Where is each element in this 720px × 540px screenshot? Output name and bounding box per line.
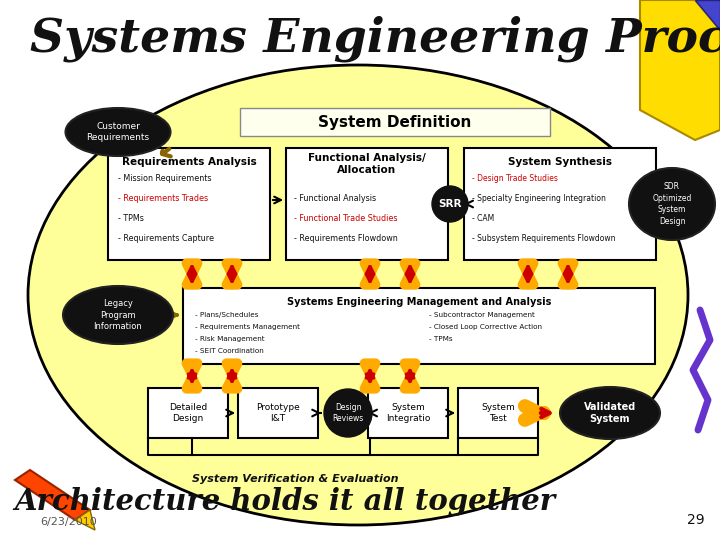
FancyBboxPatch shape (464, 148, 656, 260)
Text: Requirements Analysis: Requirements Analysis (122, 157, 256, 167)
Text: - CAM: - CAM (472, 214, 494, 223)
Text: 29: 29 (688, 513, 705, 527)
FancyBboxPatch shape (148, 388, 228, 438)
FancyBboxPatch shape (240, 108, 550, 136)
Polygon shape (640, 0, 720, 140)
Text: - Requirements Trades: - Requirements Trades (118, 194, 208, 203)
Text: - SEIT Coordination: - SEIT Coordination (195, 348, 264, 354)
Polygon shape (15, 470, 90, 520)
FancyBboxPatch shape (108, 148, 270, 260)
Text: - Subsystem Requirements Flowdown: - Subsystem Requirements Flowdown (472, 234, 616, 243)
Text: - Specialty Engineering Integration: - Specialty Engineering Integration (472, 194, 606, 203)
Text: System Verification & Evaluation: System Verification & Evaluation (192, 474, 398, 484)
Text: - Subcontractor Management: - Subcontractor Management (429, 312, 535, 318)
Text: System Synthesis: System Synthesis (508, 157, 612, 167)
FancyBboxPatch shape (238, 388, 318, 438)
Ellipse shape (560, 387, 660, 439)
FancyBboxPatch shape (183, 288, 655, 364)
Circle shape (324, 389, 372, 437)
Text: Systems Engineering Process: Systems Engineering Process (30, 15, 720, 62)
Text: - Functional Trade Studies: - Functional Trade Studies (294, 214, 397, 223)
Text: System
Integratio: System Integratio (386, 403, 430, 423)
Text: - Closed Loop Corrective Action: - Closed Loop Corrective Action (429, 324, 542, 330)
Text: - Requirements Flowdown: - Requirements Flowdown (294, 234, 397, 243)
FancyBboxPatch shape (368, 388, 448, 438)
Text: Prototype
I&T: Prototype I&T (256, 403, 300, 423)
Ellipse shape (63, 286, 173, 344)
Text: Systems Engineering Management and Analysis: Systems Engineering Management and Analy… (287, 297, 552, 307)
Ellipse shape (28, 65, 688, 525)
Text: Customer
Requirements: Customer Requirements (86, 122, 150, 141)
Polygon shape (695, 0, 720, 30)
Text: - TPMs: - TPMs (118, 214, 144, 223)
Text: SDR
Optimized
System
Design: SDR Optimized System Design (652, 182, 692, 226)
Text: Validated
System: Validated System (584, 402, 636, 424)
Text: - Design Trade Studies: - Design Trade Studies (472, 174, 558, 183)
FancyBboxPatch shape (458, 388, 538, 438)
Circle shape (432, 186, 468, 222)
Text: - Requirements Management: - Requirements Management (195, 324, 300, 330)
Text: Design
Reviews: Design Reviews (333, 403, 364, 423)
FancyBboxPatch shape (286, 148, 448, 260)
Ellipse shape (629, 168, 715, 240)
Text: - Mission Requirements: - Mission Requirements (118, 174, 212, 183)
Text: Legacy
Program
Information: Legacy Program Information (94, 299, 143, 330)
Text: Architecture holds it all together: Architecture holds it all together (14, 487, 556, 516)
Text: - Plans/Schedules: - Plans/Schedules (195, 312, 258, 318)
Text: - Risk Management: - Risk Management (195, 336, 265, 342)
Text: 6/23/2010: 6/23/2010 (40, 517, 96, 527)
Text: - Functional Analysis: - Functional Analysis (294, 194, 376, 203)
Ellipse shape (66, 108, 171, 156)
Text: - Requirements Capture: - Requirements Capture (118, 234, 214, 243)
Polygon shape (75, 510, 95, 530)
Text: Functional Analysis/
Allocation: Functional Analysis/ Allocation (308, 153, 426, 176)
Text: Detailed
Design: Detailed Design (169, 403, 207, 423)
Text: System
Test: System Test (481, 403, 515, 423)
Text: - TPMs: - TPMs (429, 336, 453, 342)
Text: System Definition: System Definition (318, 114, 472, 130)
Text: SRR: SRR (438, 199, 462, 209)
